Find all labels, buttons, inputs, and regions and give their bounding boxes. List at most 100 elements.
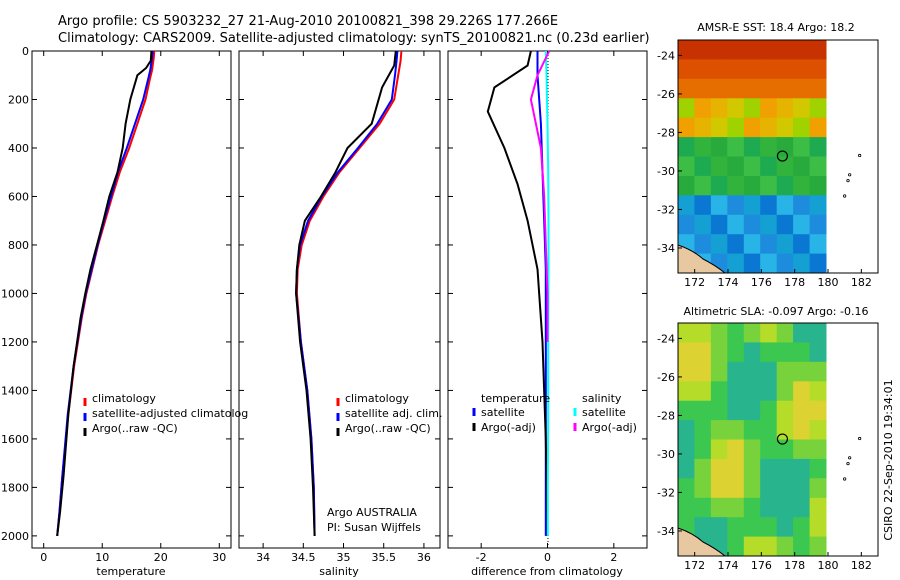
island-dot [846, 178, 850, 183]
map-cell [809, 478, 827, 499]
map-cell [710, 342, 728, 363]
map-cell [694, 323, 712, 343]
map-cell [809, 458, 827, 479]
island-dot [843, 477, 847, 481]
x-tick-label: 0 [544, 551, 551, 564]
map-cell [743, 253, 761, 274]
sst-map-title: AMSR-E SST: 18.4 Argo: 18.2 [697, 21, 855, 34]
map-cell [743, 497, 761, 518]
y-tick-label: 1000 [1, 287, 29, 300]
map-cell [694, 420, 712, 440]
map-cell [793, 40, 810, 60]
map-cell [710, 175, 728, 196]
map-cell [760, 137, 778, 157]
map-cell [743, 234, 761, 255]
x-tick-label: 35 [337, 551, 351, 564]
legend-label-climatology: climatology [92, 392, 156, 405]
temperature-plot-area: 0 10 20 30 0 200 400 600 800 1000 1200 1400 1600 1800… [1, 45, 231, 564]
legend-label-climatology: climatology [345, 392, 409, 405]
map-cell [678, 59, 695, 80]
map-y-tick-label: -34 [657, 242, 675, 255]
map-cell [776, 59, 794, 80]
sst-map-overlay: 172 174 176 178 180 182 -24 -26 -28 -30 -32 -34 [657, 49, 872, 289]
difference-plot-area: -2 0 2 [448, 50, 647, 564]
map-cell [710, 517, 728, 538]
map-cell [809, 195, 827, 216]
sla-map-title: Altimetric SLA: -0.097 Argo: -0.16 [684, 305, 869, 318]
salinity-legend: climatology satellite adj. clim. Argo(..… [336, 392, 442, 436]
legend-label-sal-argo: Argo(-adj) [582, 421, 637, 434]
map-cell [727, 400, 745, 421]
map-cell [710, 156, 728, 177]
difference-panel: -2 0 2 difference from climatology tempera… [447, 50, 648, 578]
salinity-axes-frame [238, 50, 441, 549]
x-tick-label: 30 [212, 551, 226, 564]
map-cell [694, 234, 712, 255]
map-cell [710, 400, 728, 421]
temperature-panel: 0 10 20 30 0 200 400 600 800 1000 1200 1400 1600 1800… [1, 45, 248, 578]
map-cell [776, 253, 794, 274]
island-dot [843, 194, 847, 198]
map-cell [793, 323, 810, 343]
map-cell [809, 78, 827, 99]
map-x-tick-label: 172 [684, 559, 705, 572]
map-cell [793, 478, 810, 499]
map-cell [678, 420, 695, 440]
map-cell [793, 361, 810, 382]
map-cell [776, 361, 794, 382]
map-cell [727, 323, 745, 343]
map-x-tick-label: 174 [718, 559, 739, 572]
map-cell [793, 98, 810, 119]
map-cell [694, 400, 712, 421]
map-cell [727, 253, 745, 274]
y-tick-label: 0 [22, 45, 29, 58]
map-cell [743, 536, 761, 557]
salinity-panel: 34 34.5 35 35.5 36 salinity climatology sate… [238, 50, 442, 578]
legend-label-argo: Argo(..raw -QC) [345, 422, 431, 435]
map-cell [743, 517, 761, 538]
legend-label-temp-argo: Argo(-adj) [481, 421, 536, 434]
map-cell [776, 400, 794, 421]
map-cell [694, 361, 712, 382]
x-tick-label: 20 [154, 551, 168, 564]
map-cell [809, 234, 827, 255]
map-cell [710, 98, 728, 119]
map-cell [809, 137, 827, 157]
map-cell [793, 400, 810, 421]
map-cell [694, 497, 712, 518]
map-cell [743, 40, 761, 60]
map-cell [760, 78, 778, 99]
legend-title-salinity: salinity [582, 392, 622, 405]
map-cell [793, 137, 810, 157]
map-cell [727, 156, 745, 177]
map-cell [809, 420, 827, 440]
map-cell [809, 40, 827, 60]
map-cell [809, 156, 827, 177]
map-cell [743, 478, 761, 499]
map-cell [760, 381, 778, 402]
salinity-plot-area: 34 34.5 35 35.5 36 [239, 50, 440, 564]
map-cell [776, 195, 794, 216]
x-tick-label: 34 [256, 551, 270, 564]
map-cell [809, 381, 827, 402]
y-tick-label: 600 [8, 190, 29, 203]
map-cell [710, 234, 728, 255]
y-tick-label: 200 [8, 93, 29, 106]
map-cell [809, 517, 827, 538]
map-cell [727, 439, 745, 460]
map-cell [694, 381, 712, 402]
map-x-tick-label: 176 [751, 276, 772, 289]
x-tick-label: 10 [95, 551, 109, 564]
map-cell [743, 400, 761, 421]
sla-map-frame [677, 322, 879, 557]
map-y-tick-label: -30 [657, 165, 675, 178]
temperature-xlabel: temperature [96, 565, 165, 578]
map-cell [678, 381, 695, 402]
map-cell [793, 517, 810, 538]
map-cell [743, 381, 761, 402]
map-cell [727, 342, 745, 363]
title-line-2: Climatology: CARS2009. Satellite-adjuste… [58, 31, 650, 46]
map-cell [760, 214, 778, 235]
map-cell [678, 342, 695, 363]
difference-legend-salinity: salinity satellite Argo(-adj) [573, 392, 637, 434]
